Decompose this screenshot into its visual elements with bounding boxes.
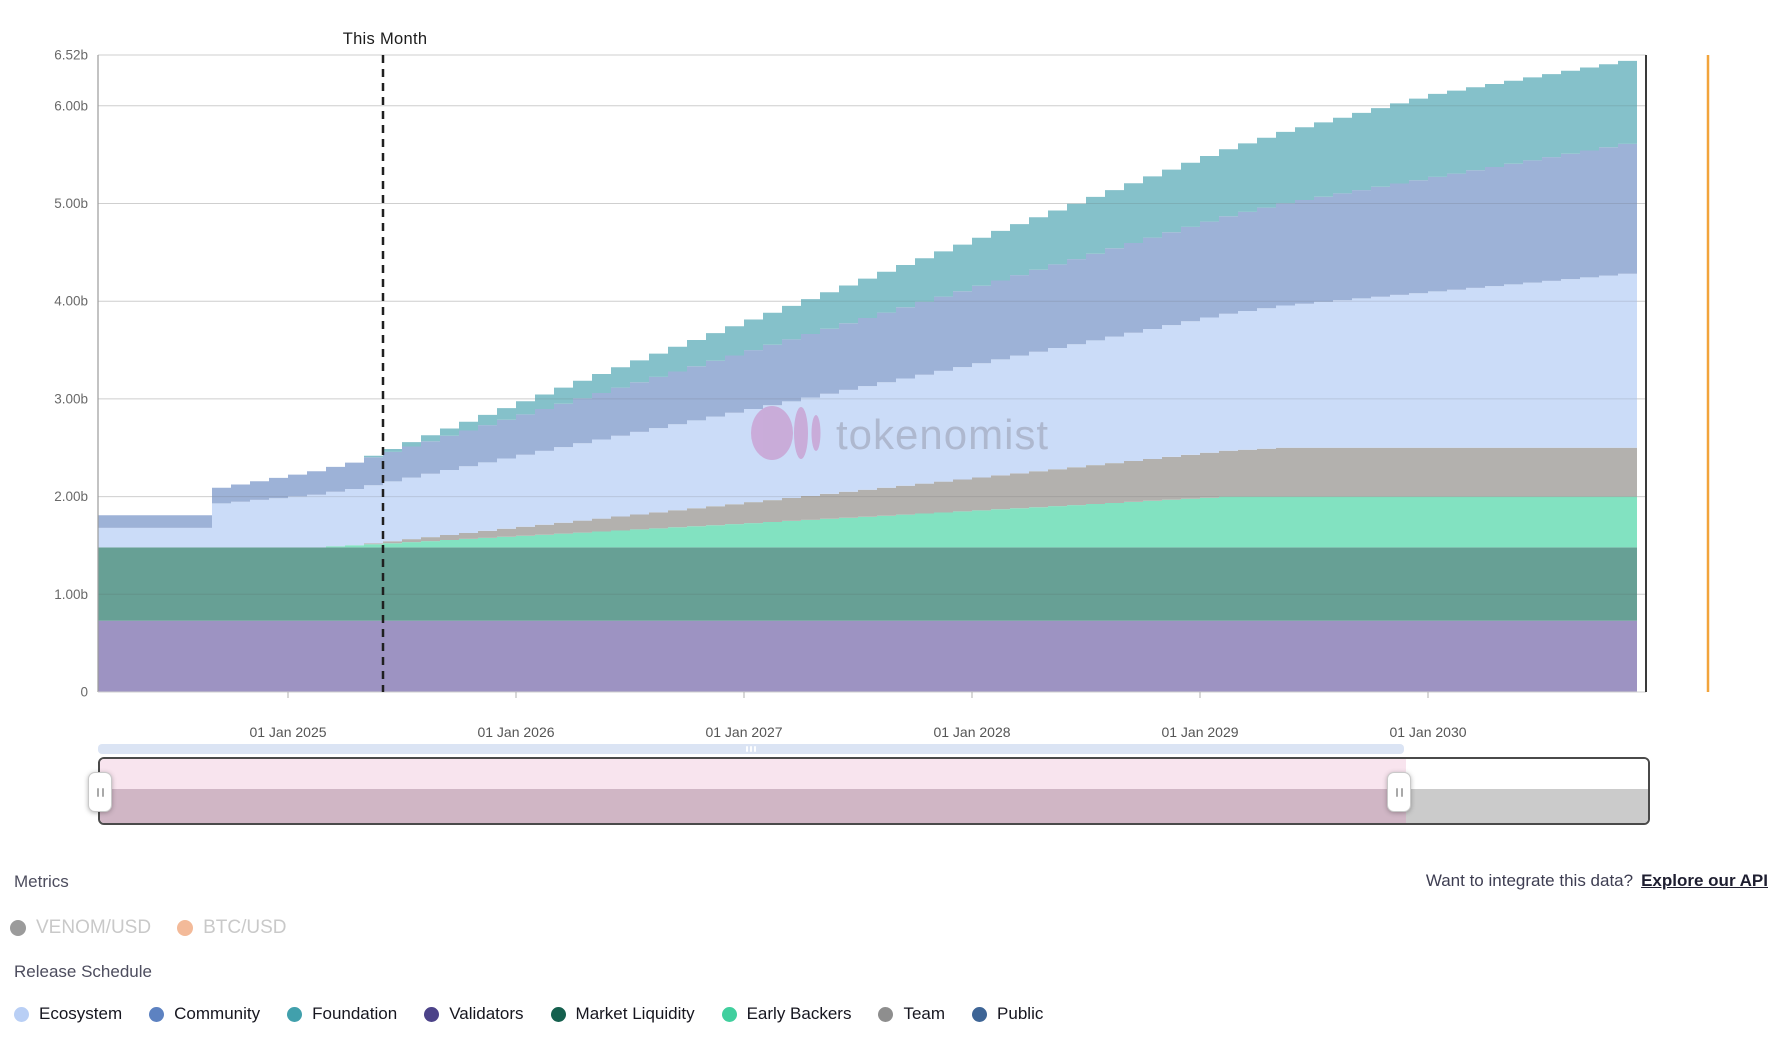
legend-item-validators[interactable]: Validators: [424, 1004, 524, 1024]
area-community: [98, 143, 1637, 528]
this-month-label: This Month: [343, 30, 428, 48]
range-handle-right[interactable]: [1387, 772, 1411, 812]
ecosystem-color-dot-icon: [14, 1006, 29, 1022]
legend-item-label: Validators: [449, 1004, 524, 1023]
legend-item-team[interactable]: Team: [878, 1004, 945, 1024]
public-color-dot-icon: [972, 1006, 988, 1022]
api-prompt-text: Want to integrate this data?: [1425, 871, 1634, 890]
area-validators: [98, 620, 1637, 692]
legend-item-foundation[interactable]: Foundation: [287, 1004, 397, 1024]
legend-item-label: Team: [903, 1004, 946, 1023]
metric-toggles: VENOM/USD BTC/USD: [10, 917, 286, 939]
x-tick-label: 01 Jan 2027: [705, 724, 782, 740]
legend-item-community[interactable]: Community: [149, 1004, 260, 1024]
watermark-brand-text: tokenomist: [836, 411, 1049, 458]
x-tick-label: 01 Jan 2028: [933, 724, 1010, 740]
y-tick-label: 3.00b: [54, 391, 88, 406]
legend-item-label: Public: [997, 1004, 1044, 1023]
chart-areas: [98, 60, 1637, 692]
validators-color-dot-icon: [424, 1006, 440, 1022]
area-market-liquidity: [98, 547, 1637, 621]
market-liquidity-color-dot-icon: [550, 1006, 566, 1022]
metric-toggle-btc-usd[interactable]: BTC/USD: [177, 917, 286, 939]
api-prompt: Want to integrate this data? Explore our …: [1426, 871, 1768, 891]
team-color-dot-icon: [878, 1006, 894, 1022]
range-handle-left[interactable]: [88, 772, 112, 812]
y-tick-label: 6.00b: [54, 98, 88, 113]
y-tick-label: 4.00b: [54, 294, 88, 309]
navigator-unselected-range[interactable]: [1406, 759, 1648, 823]
community-color-dot-icon: [149, 1006, 165, 1022]
early-backers-color-dot-icon: [721, 1006, 737, 1022]
metric-toggle-venom-usd[interactable]: VENOM/USD: [10, 917, 151, 939]
navigator-unselected-mini-chart: [1406, 789, 1648, 823]
area-team: [98, 447, 1637, 548]
y-tick-label: 2.00b: [54, 489, 88, 504]
legend-item-label: Community: [174, 1004, 261, 1023]
legend-item-label: Early Backers: [746, 1004, 852, 1023]
legend-item-label: Foundation: [312, 1004, 398, 1023]
release-schedule-chart[interactable]: 6.52b 6.00b 5.00b 4.00b 3.00b 2.00b 1.00b 0 toke…: [0, 0, 1775, 742]
legend-item-early-backers[interactable]: Early Backers: [721, 1004, 852, 1024]
area-early-backers: [98, 496, 1637, 548]
area-ecosystem: [98, 273, 1637, 548]
legend-item-public[interactable]: Public: [972, 1004, 1043, 1024]
legend-item-market-liquidity[interactable]: Market Liquidity: [550, 1004, 695, 1024]
navigator-selection-price-area: [100, 759, 1406, 789]
area-foundation: [98, 60, 1637, 516]
metric-toggle-label: VENOM/USD: [36, 917, 152, 938]
x-tick-label: 01 Jan 2030: [1389, 724, 1466, 740]
y-tick-label: 5.00b: [54, 196, 88, 211]
x-axis: 01 Jan 2025 01 Jan 2026 01 Jan 2027 01 Jan …: [249, 692, 1467, 740]
foundation-color-dot-icon: [287, 1006, 303, 1022]
y-tick-label: 0: [80, 685, 88, 700]
metric-toggle-label: BTC/USD: [203, 917, 287, 938]
navigator-selection-mini-chart: [100, 789, 1406, 823]
y-tick-label: 6.52b: [54, 48, 88, 63]
x-tick-label: 01 Jan 2029: [1161, 724, 1238, 740]
release-schedule-legend: Ecosystem Community Foundation Validators Ma…: [14, 1004, 1043, 1024]
y-axis-labels: 6.52b 6.00b 5.00b 4.00b 3.00b 2.00b 1.00b 0: [54, 48, 88, 700]
y-tick-label: 1.00b: [54, 587, 88, 602]
x-tick-label: 01 Jan 2025: [249, 724, 326, 740]
release-schedule-heading: Release Schedule: [14, 962, 152, 981]
venom-usd-dot-icon: [10, 920, 26, 936]
legend-item-label: Market Liquidity: [575, 1004, 695, 1023]
metrics-heading: Metrics: [14, 872, 69, 891]
range-navigator[interactable]: [98, 757, 1650, 825]
btc-usd-dot-icon: [177, 920, 194, 936]
watermark: tokenomist: [751, 406, 1049, 460]
scrollbar-grip-icon: [746, 746, 756, 752]
explore-api-link[interactable]: Explore our API: [1641, 871, 1768, 890]
legend-item-label: Ecosystem: [39, 1004, 123, 1023]
navigator-unselected-top: [1406, 759, 1648, 789]
legend-item-ecosystem[interactable]: Ecosystem: [14, 1004, 122, 1024]
x-tick-label: 01 Jan 2026: [477, 724, 554, 740]
navigator-selected-range[interactable]: [100, 759, 1406, 823]
chart-scrollbar[interactable]: [98, 744, 1404, 754]
